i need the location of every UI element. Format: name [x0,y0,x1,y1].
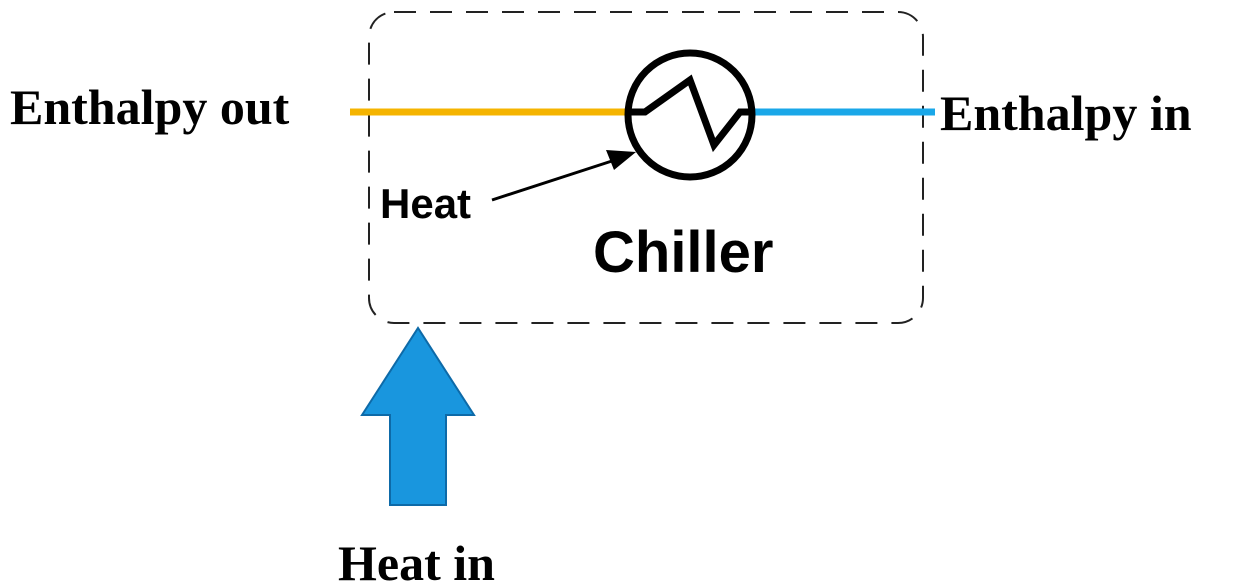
heat-label: Heat [380,180,471,227]
enthalpy-in-label: Enthalpy in [940,85,1192,141]
heat-arrow-head [606,150,636,170]
chiller-boundary [368,11,924,324]
chiller-label: Chiller [593,220,774,285]
heat-in-arrow [360,326,476,506]
coil [630,74,752,153]
enthalpy-out-label: Enthalpy out [10,79,290,135]
heat-in-label: Heat in [338,535,495,588]
heat-arrow [491,158,616,202]
